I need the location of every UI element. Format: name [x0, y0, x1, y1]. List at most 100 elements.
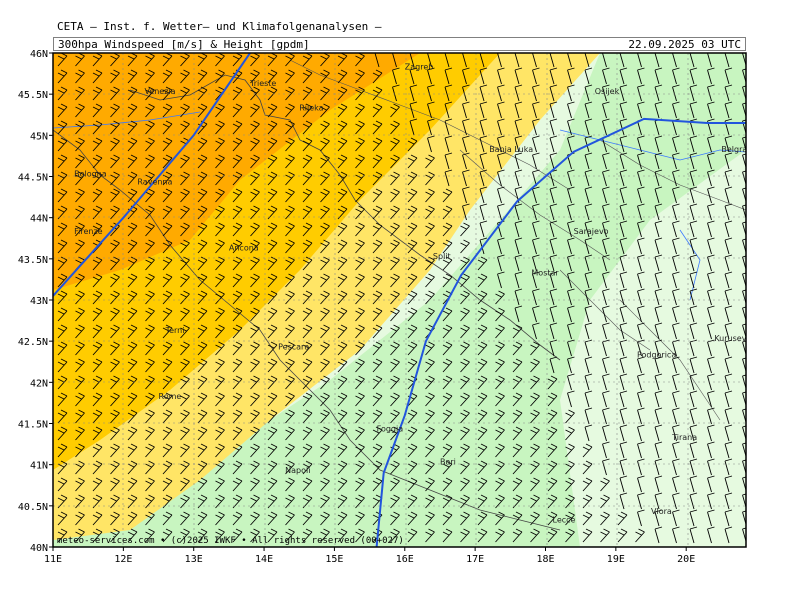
- wind-barb: [619, 475, 628, 493]
- wind-barb: [617, 528, 628, 543]
- wind-barb: [602, 356, 610, 374]
- wind-barb: [285, 86, 295, 101]
- wind-barb: [672, 254, 680, 272]
- wind-barb: [355, 460, 365, 475]
- wind-barb: [127, 103, 138, 118]
- y-tick-label: 43N: [30, 296, 48, 307]
- wind-barb: [145, 86, 155, 101]
- wind-barb: [302, 103, 313, 118]
- wind-barb: [285, 137, 295, 152]
- wind-barb: [619, 101, 628, 119]
- wind-barb: [215, 307, 225, 322]
- wind-barb: [602, 322, 610, 340]
- wind-barb: [75, 324, 85, 339]
- wind-barb: [724, 169, 733, 187]
- wind-barb: [302, 69, 313, 84]
- wind-barb: [390, 494, 400, 509]
- wind-barb: [654, 526, 663, 544]
- wind-barb: [92, 205, 103, 220]
- wind-barb: [145, 409, 155, 424]
- wind-barb: [495, 324, 505, 339]
- city-label: Sarajevo: [574, 227, 609, 236]
- wind-barb: [442, 460, 453, 475]
- wind-barb: [285, 188, 295, 203]
- wind-barb: [425, 154, 435, 169]
- wind-barb: [707, 203, 715, 221]
- wind-barb: [337, 120, 348, 135]
- wind-barb: [355, 273, 365, 288]
- wind-barb: [477, 392, 488, 407]
- wind-barb: [372, 409, 383, 424]
- wind-barb: [654, 373, 663, 391]
- wind-barb: [495, 290, 505, 305]
- wind-barb: [462, 118, 470, 136]
- wind-barb: [672, 492, 680, 510]
- wind-barb: [602, 67, 610, 85]
- wind-barb: [390, 307, 400, 322]
- wind-barb: [372, 426, 383, 441]
- wind-barb: [285, 69, 295, 84]
- wind-barb: [654, 322, 663, 340]
- wind-barb: [232, 392, 243, 407]
- wind-barb: [689, 101, 698, 119]
- wind-barb: [162, 341, 173, 356]
- wind-barb: [215, 341, 225, 356]
- wind-barb: [215, 103, 225, 118]
- wind-barb: [724, 424, 733, 442]
- wind-barb: [514, 220, 523, 238]
- wind-barb: [127, 460, 138, 475]
- wind-barb: [442, 426, 453, 441]
- wind-barb: [532, 152, 540, 170]
- wind-barb: [637, 322, 645, 340]
- band-strong: [53, 53, 420, 290]
- city-label: Bologna: [74, 170, 107, 179]
- wind-barb: [110, 188, 120, 203]
- wind-barb: [57, 494, 68, 509]
- wind-barb: [250, 341, 260, 356]
- wind-barb: [637, 492, 645, 510]
- wind-barb: [250, 426, 260, 441]
- wind-barb: [724, 220, 733, 238]
- wind-barb: [337, 239, 348, 254]
- wind-barb: [462, 169, 470, 187]
- wind-barb: [162, 103, 173, 118]
- wind-barb: [584, 322, 593, 340]
- wind-barb: [390, 222, 400, 237]
- wind-barb: [724, 254, 733, 272]
- wind-barb: [302, 409, 313, 424]
- wind-barb: [460, 477, 470, 492]
- wind-barb: [75, 290, 85, 305]
- wind-barb: [584, 356, 593, 374]
- wind-barb: [75, 222, 85, 237]
- wind-barb: [337, 273, 348, 288]
- wind-barb: [512, 409, 523, 424]
- wind-barb: [425, 341, 435, 356]
- wind-barb: [320, 86, 330, 101]
- wind-barb: [407, 137, 418, 152]
- wind-barb: [637, 339, 645, 357]
- wind-barb: [532, 220, 540, 238]
- wind-barb: [602, 152, 610, 170]
- wind-barb: [617, 511, 628, 526]
- wind-barb: [707, 254, 715, 272]
- wind-barb: [707, 339, 715, 357]
- wind-barb: [127, 69, 138, 84]
- wind-barb: [372, 205, 383, 220]
- y-tick-label: 40.5N: [18, 502, 48, 513]
- wind-barb: [390, 256, 400, 271]
- wind-barb: [127, 222, 138, 237]
- wind-barb: [285, 392, 295, 407]
- wind-barb: [425, 307, 435, 322]
- wind-barb: [477, 511, 488, 526]
- wind-barb: [250, 222, 260, 237]
- city-label: Osijek: [595, 87, 620, 96]
- wind-barb: [637, 305, 645, 323]
- wind-barb: [495, 392, 505, 407]
- y-tick-label: 45N: [30, 131, 48, 142]
- wind-barb: [197, 154, 208, 169]
- wind-barb: [372, 375, 383, 390]
- wind-barb: [337, 409, 348, 424]
- wind-barb: [689, 288, 698, 306]
- wind-barb: [479, 101, 488, 119]
- wind-barb: [92, 477, 103, 492]
